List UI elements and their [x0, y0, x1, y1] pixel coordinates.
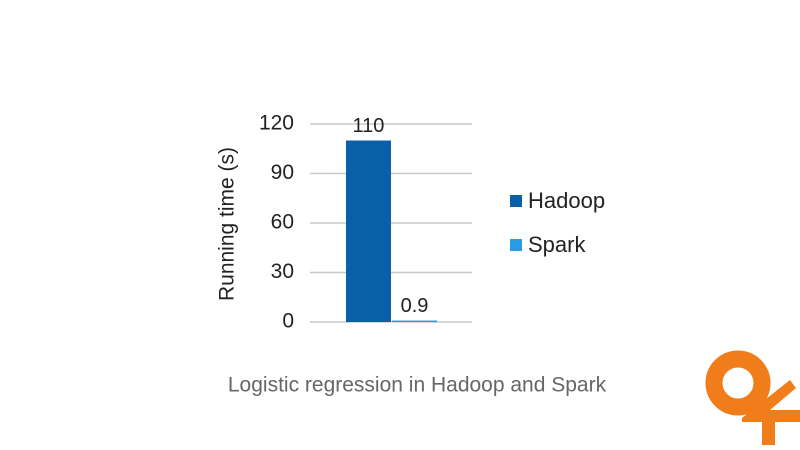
chart-title: Logistic regression in Hadoop and Spark [228, 374, 607, 397]
y-tick-label: 90 [271, 161, 294, 184]
logo-mark [742, 380, 800, 445]
y-tick-label: 0 [282, 310, 294, 333]
legend-swatch [510, 239, 522, 251]
legend-label: Spark [528, 232, 586, 257]
y-axis-label: Running time (s) [216, 147, 239, 301]
legend-label: Hadoop [528, 188, 605, 213]
legend-swatch [510, 195, 522, 207]
bar [392, 320, 437, 323]
y-tick-label: 60 [271, 211, 294, 234]
y-tick-label: 30 [271, 260, 294, 283]
y-tick-label: 120 [259, 112, 294, 135]
logo-ring [705, 350, 771, 416]
bar [346, 140, 391, 322]
logo [705, 350, 800, 445]
value-label: 110 [353, 115, 385, 137]
value-label: 0.9 [401, 295, 429, 317]
